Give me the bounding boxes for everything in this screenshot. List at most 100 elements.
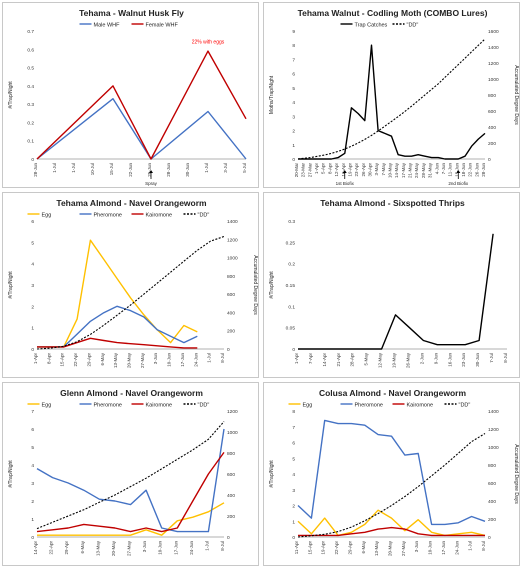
x-tick-label: 8-Apr xyxy=(46,353,51,365)
y-tick-label: 0.5 xyxy=(27,66,34,72)
x-tick-label: 10-Jun xyxy=(158,541,163,555)
y-tick-label: 4 xyxy=(31,463,34,469)
y-tick-label: 0 xyxy=(31,347,34,353)
y2-tick-label: 400 xyxy=(488,499,496,505)
y-tick-label: 2 xyxy=(31,499,34,505)
y-tick-label: 3 xyxy=(31,481,34,487)
y-tick-label: 7 xyxy=(292,425,295,431)
x-tick-label: 17-May xyxy=(401,162,406,178)
y-tick-label: 0.3 xyxy=(288,219,295,225)
x-tick-label: 24-Jun xyxy=(454,541,459,555)
y-tick-label: 6 xyxy=(292,441,295,447)
legend-label-egg: Egg xyxy=(303,403,313,409)
x-tick-label: 19-Apr xyxy=(347,163,352,177)
chart-panel-glenn-now: Glenn Almond - Navel Orangeworm Egg Pherom… xyxy=(2,382,259,566)
y-tick-label: 2 xyxy=(31,304,34,310)
y2-tick-label: 200 xyxy=(488,517,496,523)
legend-label-kairomone: Kairomone xyxy=(146,403,173,409)
x-tick-label: 27-Mar xyxy=(307,163,312,178)
y2-tick-label: 0 xyxy=(488,535,491,541)
x-tick-label: 24-Jun xyxy=(193,353,198,367)
y2-tick-label: 800 xyxy=(488,93,496,99)
annotation-arrowhead xyxy=(149,170,153,173)
x-tick-label: 20-May xyxy=(111,540,116,556)
x-tick-label: 23-Jun xyxy=(461,353,466,367)
y-axis-label: Moths/Trap/Night xyxy=(269,75,275,114)
series-line-pheromone xyxy=(37,305,198,348)
x-tick-label: 21-May xyxy=(408,162,413,178)
y2-tick-label: 600 xyxy=(227,292,235,298)
x-tick-label: 3-Jun xyxy=(153,353,158,365)
chart-codling-moth: Tehama Walnut - Codling Moth (COMBO Lure… xyxy=(269,8,519,186)
x-tick-label: 5-May xyxy=(364,352,369,365)
y2-tick-label: 200 xyxy=(227,329,235,335)
x-tick-label: 27-May xyxy=(140,352,145,368)
x-tick-label: 12-Apr xyxy=(334,163,339,177)
y-tick-label: 0 xyxy=(292,157,295,163)
series-line-egg xyxy=(297,509,486,537)
y-tick-label: 0 xyxy=(31,157,34,163)
y-axis-label: #/Trap/Night xyxy=(269,460,275,488)
x-tick-label: 16-Apr xyxy=(341,163,346,177)
x-tick-label: 17-Jun xyxy=(173,541,178,555)
y2-tick-label: 1200 xyxy=(227,409,238,415)
y-tick-label: 7 xyxy=(31,409,34,415)
legend-label-male-whf: Male WHF xyxy=(94,23,121,29)
legend-label-kairomone: Kairomone xyxy=(146,213,173,219)
x-tick-label: 8-Apr xyxy=(327,163,332,175)
y-axis-label: #/Trap/Night xyxy=(8,81,14,109)
series-line-dd xyxy=(297,433,486,538)
x-tick-label: 20-Mar xyxy=(294,163,299,178)
y-tick-label: 0.1 xyxy=(27,139,34,145)
x-tick-label: 8-Jul xyxy=(481,541,486,551)
x-tick-label: 28-Apr xyxy=(350,353,355,367)
x-tick-label: 11-Jun xyxy=(448,163,453,177)
series-line-dd xyxy=(36,235,225,350)
x-tick-label: 10-Jun xyxy=(428,541,433,555)
series-line-pheromone xyxy=(297,419,486,526)
x-tick-label: 29-Apr xyxy=(64,541,69,555)
y2-tick-label: 0 xyxy=(227,535,230,541)
y2-tick-label: 1000 xyxy=(227,256,238,262)
legend-label-female-whf: Female WHF xyxy=(146,23,179,29)
x-tick-label: 1-Apr xyxy=(33,353,38,365)
x-tick-label: 22-Apr xyxy=(334,541,339,555)
series-line-dd xyxy=(297,38,486,160)
legend-label-kairomone: Kairomone xyxy=(407,403,434,409)
y2-tick-label: 600 xyxy=(227,472,235,478)
y-tick-label: 6 xyxy=(31,427,34,433)
y-tick-label: 2 xyxy=(292,129,295,135)
y2-tick-label: 600 xyxy=(488,481,496,487)
x-tick-label: 3-Jul xyxy=(223,163,228,173)
y-axis-label: #/Trap/Night xyxy=(8,271,14,299)
x-tick-label: 3-May xyxy=(374,162,379,175)
x-tick-label: 28-Jun xyxy=(481,163,486,177)
chart-panel-thrips: Tehama Almond - Sixspotted Thrips 0 0.05 0.… xyxy=(263,192,520,378)
series-line-kairomone xyxy=(37,337,198,349)
y-tick-label: 4 xyxy=(292,100,295,106)
x-tick-label: 16-Jun xyxy=(447,353,452,367)
y-tick-label: 0.15 xyxy=(286,283,296,289)
chart-panel-colusa-now: Colusa Almond - Navel Orangeworm Egg Phero… xyxy=(263,382,520,566)
x-tick-label: 24-Jun xyxy=(189,541,194,555)
x-tick-label: 24-May xyxy=(414,162,419,178)
legend-label-pheromone: Pheromone xyxy=(94,213,122,219)
x-tick-label: 27-May xyxy=(127,540,132,556)
x-tick-label: 7-Jun xyxy=(441,163,446,175)
x-tick-label: 22-Jun xyxy=(128,163,133,177)
series-line-egg xyxy=(37,239,198,348)
y2-tick-label: 1000 xyxy=(488,77,499,83)
y-tick-label: 4 xyxy=(31,262,34,268)
y-tick-label: 1 xyxy=(31,517,34,523)
legend-label-egg: Egg xyxy=(42,213,52,219)
y-tick-label: 9 xyxy=(292,29,295,35)
x-tick-label: 1-Jul xyxy=(468,541,473,551)
x-tick-label: 30-Apr xyxy=(367,163,372,177)
y-tick-label: 5 xyxy=(292,456,295,462)
annotation-arrowhead xyxy=(456,170,461,173)
x-tick-label: 31-May xyxy=(428,162,433,178)
y2-tick-label: 400 xyxy=(227,310,235,316)
y-tick-label: 0.4 xyxy=(27,84,34,90)
x-tick-label: 18-Jun xyxy=(461,163,466,177)
chart-panel-codling-moth: Tehama Walnut - Codling Moth (COMBO Lure… xyxy=(263,2,520,188)
